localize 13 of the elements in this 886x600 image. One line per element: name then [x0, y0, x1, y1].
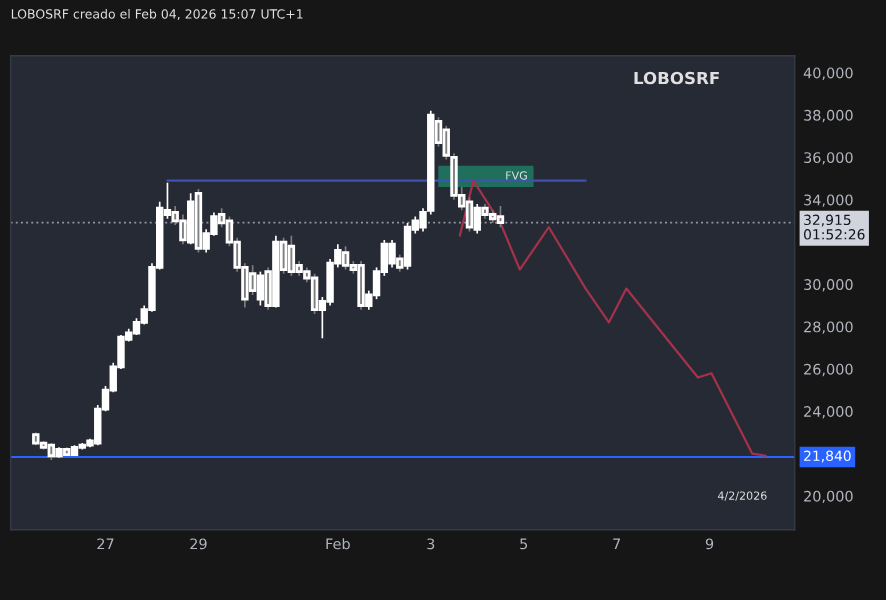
candlestick: [403, 222, 412, 271]
candlestick: [248, 264, 257, 296]
candlestick: [287, 234, 296, 277]
candlestick: [310, 272, 319, 315]
candlestick: [186, 192, 195, 245]
candlestick: [341, 245, 350, 271]
candlestick: [388, 239, 396, 269]
line-series: [458, 179, 767, 457]
candlestick: [496, 205, 505, 229]
candlestick: [256, 270, 265, 307]
annotation: LOBOSRF: [634, 71, 719, 85]
candlestick: [473, 203, 481, 235]
candlestick: [357, 260, 365, 311]
